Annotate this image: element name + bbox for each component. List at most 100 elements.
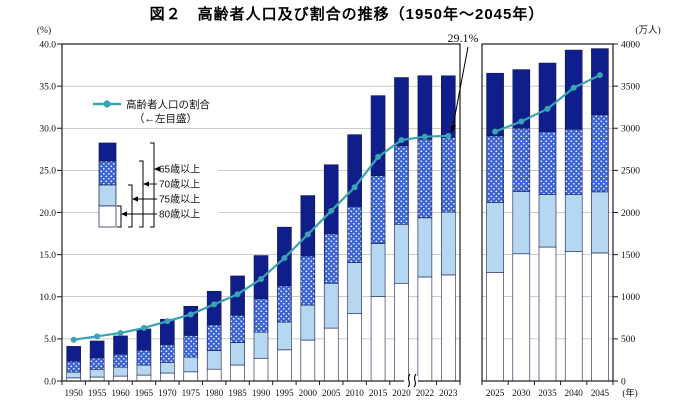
bar-1980 xyxy=(206,368,222,382)
svg-text:35.0: 35.0 xyxy=(39,82,56,92)
x-label-2030: 2030 xyxy=(512,388,531,398)
annotation-text: 29.1% xyxy=(448,31,479,45)
bar-1975 xyxy=(183,356,199,373)
legend: 高齢者人口の割合（←左目盛） 65歳以上 70歳以上 75歳以上 80歳以上 xyxy=(93,98,218,232)
bar-2040 xyxy=(564,128,583,195)
bar-1965 xyxy=(136,364,152,376)
bar-2010 xyxy=(347,134,362,207)
bar-2010 xyxy=(347,206,362,263)
x-label-2040: 2040 xyxy=(565,388,584,398)
ratio-point-2005 xyxy=(328,207,335,214)
svg-text:3000: 3000 xyxy=(621,125,640,135)
ratio-point-2022 xyxy=(421,133,428,140)
x-label-1995: 1995 xyxy=(275,388,294,398)
bar-2005 xyxy=(323,164,339,234)
svg-text:0.0: 0.0 xyxy=(44,377,56,387)
ratio-point-1950 xyxy=(70,336,77,343)
bar-2023 xyxy=(440,137,456,213)
ratio-point-2030 xyxy=(518,118,525,125)
svg-text:5.0: 5.0 xyxy=(44,335,56,345)
bar-1960 xyxy=(113,366,128,377)
x-label-2022: 2022 xyxy=(416,388,435,398)
bar-2030 xyxy=(512,69,531,129)
x-label-1960: 1960 xyxy=(111,388,130,398)
bar-2020 xyxy=(394,223,409,284)
bar-2010 xyxy=(347,313,362,382)
ratio-point-2010 xyxy=(351,184,358,191)
bar-2000 xyxy=(300,304,316,341)
x-label-1950: 1950 xyxy=(65,388,84,398)
bar-1970 xyxy=(160,344,175,363)
bar-1950 xyxy=(66,346,82,362)
x-label-2020: 2020 xyxy=(392,388,411,398)
x-label-2015: 2015 xyxy=(369,388,388,398)
bar-2040 xyxy=(564,251,583,382)
ratio-point-2000 xyxy=(304,231,311,238)
bar-1955 xyxy=(89,357,105,370)
x-ticks xyxy=(61,381,614,385)
bar-2035 xyxy=(538,246,557,382)
svg-text:20.0: 20.0 xyxy=(39,209,56,219)
legend-line-sublabel: （←左目盛） xyxy=(134,112,197,125)
legend-sample-bar xyxy=(98,184,117,207)
bar-2025 xyxy=(486,272,504,382)
ratio-line-observed xyxy=(70,132,452,343)
bar-1955 xyxy=(89,368,105,378)
ratio-point-1965 xyxy=(140,324,147,331)
right-axis-unit: (万人) xyxy=(635,25,660,36)
svg-text:15.0: 15.0 xyxy=(39,251,56,261)
bars-observed xyxy=(66,75,456,382)
figure-title: 図２ 高齢者人口及び割合の推移（1950年～2045年） xyxy=(149,6,545,23)
bar-1995 xyxy=(277,349,292,382)
svg-text:3500: 3500 xyxy=(621,82,640,92)
x-label-2023: 2023 xyxy=(439,388,458,398)
ratio-point-1970 xyxy=(164,318,171,325)
svg-text:500: 500 xyxy=(621,335,636,345)
legend-age-label-65: 65歳以上 xyxy=(159,164,200,176)
left-axis: 0.0 5.0 10.0 15.0 20.0 25.0 30.0 35.0 40.0 (%) xyxy=(37,25,62,387)
left-axis-unit: (%) xyxy=(37,25,51,36)
bar-2015 xyxy=(370,243,386,297)
bar-1965 xyxy=(136,349,152,366)
bar-1965 xyxy=(136,374,152,382)
x-axis-unit: (年) xyxy=(622,387,637,398)
bar-1975 xyxy=(183,305,199,336)
x-label-2010: 2010 xyxy=(345,388,364,398)
bar-1970 xyxy=(160,362,175,374)
annotation-29-1: 29.1% xyxy=(448,31,479,134)
bar-1985 xyxy=(230,314,245,343)
bar-2030 xyxy=(512,253,531,382)
svg-text:2500: 2500 xyxy=(621,167,640,177)
bar-2045 xyxy=(591,48,609,116)
x-label-2025: 2025 xyxy=(486,388,505,398)
legend-line-label: 高齢者人口の割合 xyxy=(126,98,210,111)
ratio-point-1990 xyxy=(258,276,264,283)
bar-2022 xyxy=(417,138,433,219)
bar-1980 xyxy=(206,350,222,370)
legend-sample-bar xyxy=(98,160,117,186)
bar-2005 xyxy=(323,233,339,284)
x-label-1970: 1970 xyxy=(158,388,177,398)
bar-1995 xyxy=(277,321,292,351)
bar-1985 xyxy=(230,364,245,382)
ratio-point-2020 xyxy=(398,137,405,144)
legend-age-label-80: 80歳以上 xyxy=(159,209,200,221)
bar-1990 xyxy=(253,357,269,382)
bar-2045 xyxy=(591,191,609,254)
bar-1960 xyxy=(113,375,128,382)
ratio-point-1960 xyxy=(117,329,124,336)
bar-2040 xyxy=(564,194,583,252)
svg-text:10.0: 10.0 xyxy=(39,293,56,303)
x-label-1990: 1990 xyxy=(252,388,271,398)
bar-2035 xyxy=(538,62,557,132)
ratio-point-2023 xyxy=(445,132,452,139)
x-label-2035: 2035 xyxy=(538,388,557,398)
legend-age-label-70: 70歳以上 xyxy=(159,179,200,191)
bar-2010 xyxy=(347,262,362,314)
bar-2000 xyxy=(300,339,316,382)
bar-1980 xyxy=(206,324,222,351)
ratio-point-1995 xyxy=(281,254,288,261)
ratio-point-2015 xyxy=(375,153,382,160)
bar-1955 xyxy=(89,340,105,359)
x-label-1975: 1975 xyxy=(182,388,201,398)
